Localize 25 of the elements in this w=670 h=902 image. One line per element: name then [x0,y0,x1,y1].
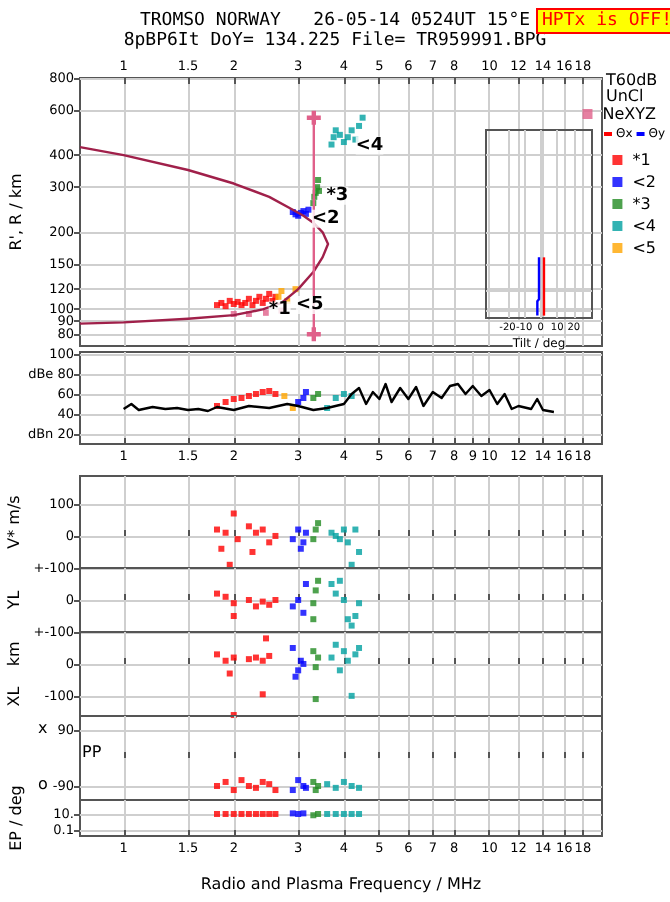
annotation: PP [82,743,102,761]
legend-label: *3 [632,195,651,213]
text: T60dB [604,71,658,89]
legend-label: <4 [632,217,657,235]
annotation: *1 [268,300,291,321]
y-axis-title: V* m/s [5,495,23,549]
annotation: <5 [296,295,324,316]
annotation: <4 [355,135,384,156]
annotation: *3 [326,185,349,206]
text: o [38,775,48,793]
text: HPTx is OFF! [542,11,670,31]
legend-label: <5 [632,239,657,257]
text: UnCl [606,87,644,105]
legend-label: *1 [632,151,651,169]
y-axis-title: YL [5,589,23,612]
legend-label: <2 [632,173,657,191]
y-axis-title: EP / deg [7,785,25,851]
text: x [38,719,48,737]
chart-title: TROMSO NORWAY 26-05-14 0524UT 15°E [139,11,531,31]
x-axis-title: Radio and Plasma Frequency / MHz [200,875,482,893]
legend-label: NeXYZ [602,105,658,123]
y-axis-title: R', R / km [7,172,25,251]
y-axis-title: XL km [5,641,23,707]
annotation: <2 [311,208,340,229]
chart-subtitle: 8pBP6It DoY= 134.225 File= TR959991.BPG [123,31,547,51]
